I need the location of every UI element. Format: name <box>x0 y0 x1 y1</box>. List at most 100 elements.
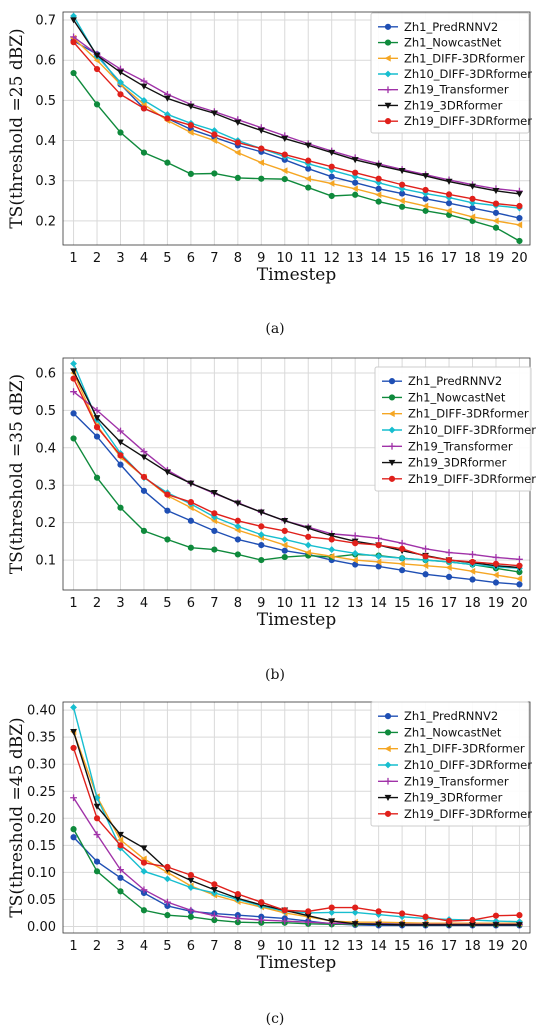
series-line <box>72 707 520 923</box>
y-axis-title: TS(threshold =35 dBZ) <box>7 374 27 574</box>
data-point <box>399 567 406 574</box>
data-point <box>492 217 499 225</box>
data-point <box>352 191 359 198</box>
data-point <box>492 912 500 919</box>
data-point <box>140 473 148 481</box>
panel-caption: (b) <box>265 667 285 683</box>
legend-marker <box>384 118 392 125</box>
data-point <box>93 406 101 414</box>
data-point <box>93 868 101 875</box>
data-point <box>234 139 241 146</box>
data-point <box>187 877 195 884</box>
data-point <box>117 831 124 838</box>
y-tick-label: 0.4 <box>35 134 56 149</box>
y-tick-label: 0.3 <box>35 479 56 494</box>
data-point <box>187 103 195 110</box>
legend-item: Zh10_DIFF-3DRformer <box>378 758 532 772</box>
legend-marker <box>384 102 392 109</box>
y-tick-label: 0.7 <box>35 14 56 29</box>
data-point <box>516 575 523 583</box>
x-tick-label: 19 <box>488 251 505 266</box>
x-tick-label: 6 <box>187 596 195 611</box>
y-tick-label: 0.10 <box>27 866 56 881</box>
legend-item: Zh1_DIFF-3DRformer <box>378 51 525 65</box>
series-line <box>72 19 520 195</box>
x-tick-label: 8 <box>234 939 242 954</box>
legend-item: Zh19_Transformer <box>378 774 509 788</box>
data-point <box>422 173 429 180</box>
data-point <box>469 213 476 221</box>
data-point <box>328 918 336 925</box>
data-point <box>234 890 241 898</box>
legend-marker <box>384 23 392 30</box>
x-tick-label: 6 <box>187 251 195 266</box>
data-point <box>375 185 382 192</box>
legend-label: Zh19_DIFF-3DRformer <box>408 472 536 486</box>
legend-box <box>374 366 532 492</box>
data-point <box>281 527 288 534</box>
data-point <box>187 544 194 551</box>
x-tick-label: 14 <box>370 596 387 611</box>
x-tick-label: 5 <box>163 251 171 266</box>
x-axis-title: Timestep <box>257 610 337 630</box>
data-point <box>117 427 124 435</box>
legend-label: Zh1_PredRNNV2 <box>408 374 502 388</box>
data-point <box>70 826 77 833</box>
data-point <box>328 163 335 170</box>
data-point <box>492 200 500 207</box>
data-point <box>352 540 359 547</box>
legend-marker <box>384 39 392 46</box>
data-point <box>187 170 194 177</box>
legend-marker <box>388 426 396 434</box>
legend-label: Zh19_3DRformer <box>408 456 507 470</box>
x-tick-label: 9 <box>257 939 265 954</box>
data-point <box>399 545 406 552</box>
data-point <box>469 204 476 212</box>
x-tick-label: 20 <box>511 939 528 954</box>
data-point <box>164 491 171 498</box>
legend-item: Zh1_PredRNNV2 <box>378 20 498 34</box>
data-point <box>352 561 359 568</box>
y-tick-label: 0.05 <box>27 893 56 908</box>
x-tick-label: 16 <box>417 939 434 954</box>
data-point <box>328 552 335 560</box>
data-point <box>516 214 523 222</box>
y-tick-label: 0.5 <box>35 404 56 419</box>
ts-45dbz-line-chart: 1 2 3 4 5 6 7 8 9 10 11 12 13 14 15 16 17 18 19 200.000.050… <box>7 701 532 1027</box>
data-point <box>117 69 124 76</box>
legend-item: Zh19_3DRformer <box>382 456 507 470</box>
x-tick-label: 14 <box>370 939 387 954</box>
chart-panel-c: 1 2 3 4 5 6 7 8 9 10 11 12 13 14 15 16 17 18 19 20 0.00 0.05 0… <box>0 690 550 1036</box>
series-line <box>73 41 520 207</box>
data-point <box>164 95 171 102</box>
data-point <box>469 551 476 558</box>
data-point <box>305 184 312 191</box>
data-point <box>211 510 218 517</box>
data-point <box>516 191 523 198</box>
legend-label: Zh19_DIFF-3DRformer <box>404 114 532 128</box>
data-point <box>117 842 124 849</box>
data-point <box>351 532 359 540</box>
chart-panel-a: 1 2 3 4 5 6 7 8 9 10 11 12 13 14 15 16 17 18 19 20 0.2 0.3 0.4… <box>0 0 550 345</box>
x-tick-label: 4 <box>140 596 148 611</box>
series-line <box>72 15 520 209</box>
data-point <box>117 129 124 136</box>
data-point <box>469 567 476 575</box>
series-line <box>73 412 520 586</box>
y-tick-label: 0.2 <box>35 214 56 229</box>
chart-panel-b: 1 2 3 4 5 6 7 8 9 10 11 12 13 14 15 16 17 18 19 20 0.1 0.2 0.3… <box>0 345 550 690</box>
x-tick-label: 12 <box>323 939 340 954</box>
data-point <box>210 110 218 117</box>
legend-item: Zh19_DIFF-3DRformer <box>382 472 536 486</box>
data-point <box>70 704 77 711</box>
legend-item: Zh19_3DRformer <box>378 791 503 805</box>
data-point <box>281 167 288 175</box>
legend-label: Zh1_NowcastNet <box>404 725 502 739</box>
x-tick-label: 11 <box>300 596 317 611</box>
data-point <box>140 96 148 104</box>
data-point <box>234 500 242 507</box>
data-point <box>70 410 77 417</box>
x-tick-label: 8 <box>234 596 242 611</box>
legend-item: Zh1_PredRNNV2 <box>378 709 498 723</box>
x-tick-label: 2 <box>93 251 101 266</box>
